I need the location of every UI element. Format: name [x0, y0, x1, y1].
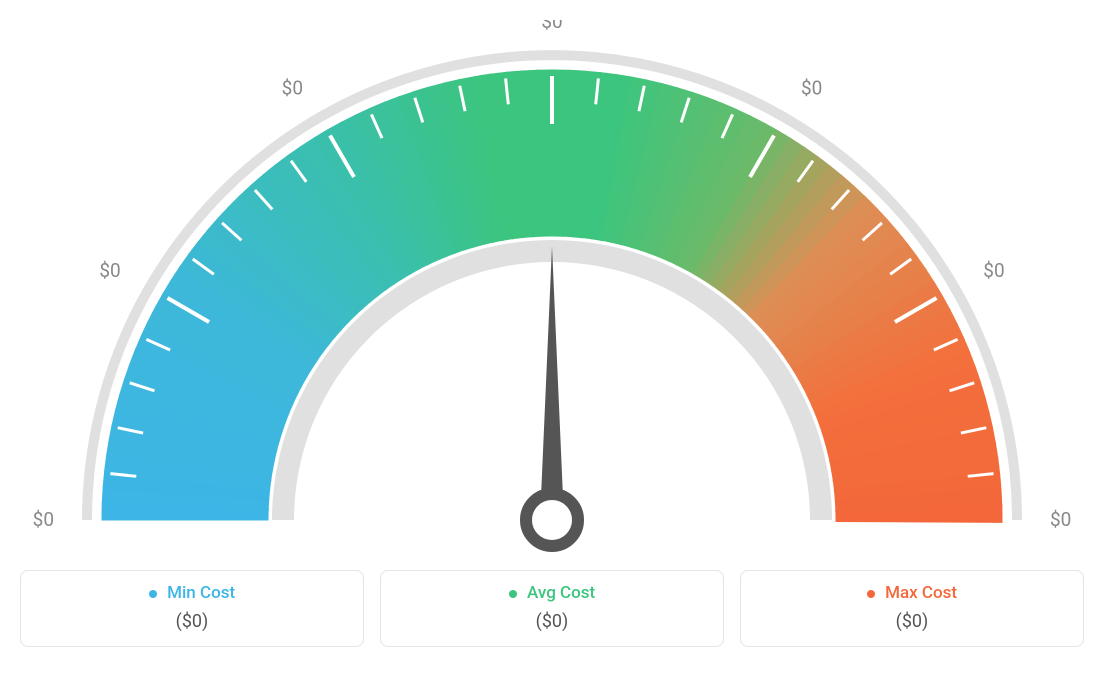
- gauge-area: $0 $0 $0 $0 $0 $0 $0: [20, 20, 1084, 560]
- legend-avg-label: Avg Cost: [381, 583, 723, 603]
- legend-min-label-text: Min Cost: [167, 583, 235, 603]
- legend-max-label-text: Max Cost: [885, 583, 957, 603]
- legend-avg-card: Avg Cost ($0): [380, 570, 724, 647]
- legend-max-label: Max Cost: [741, 583, 1083, 603]
- gauge-tick-label: $0: [801, 77, 822, 100]
- needle-hub: [526, 494, 578, 546]
- legend-min-value: ($0): [21, 611, 363, 632]
- dot-icon: [149, 590, 157, 598]
- legend-avg-label-text: Avg Cost: [527, 583, 595, 603]
- dot-icon: [867, 590, 875, 598]
- legend-min-card: Min Cost ($0): [20, 570, 364, 647]
- needle: [540, 246, 564, 520]
- legend-max-value: ($0): [741, 611, 1083, 632]
- gauge-tick-label: $0: [983, 259, 1004, 282]
- gauge-svg: $0 $0 $0 $0 $0 $0 $0: [20, 20, 1084, 560]
- legend-max-card: Max Cost ($0): [740, 570, 1084, 647]
- gauge-tick-label: $0: [99, 259, 120, 282]
- gauge-tick-label: $0: [541, 20, 562, 33]
- legend-min-label: Min Cost: [21, 583, 363, 603]
- dot-icon: [509, 590, 517, 598]
- gauge-tick-label: $0: [33, 508, 54, 531]
- legend-avg-value: ($0): [381, 611, 723, 632]
- gauge-tick-label: $0: [282, 77, 303, 100]
- legend-row: Min Cost ($0) Avg Cost ($0) Max Cost ($0…: [20, 570, 1084, 647]
- cost-gauge-chart: $0 $0 $0 $0 $0 $0 $0 Min Cost ($0) Avg Cost ($…: [20, 20, 1084, 647]
- gauge-tick-label: $0: [1050, 508, 1071, 531]
